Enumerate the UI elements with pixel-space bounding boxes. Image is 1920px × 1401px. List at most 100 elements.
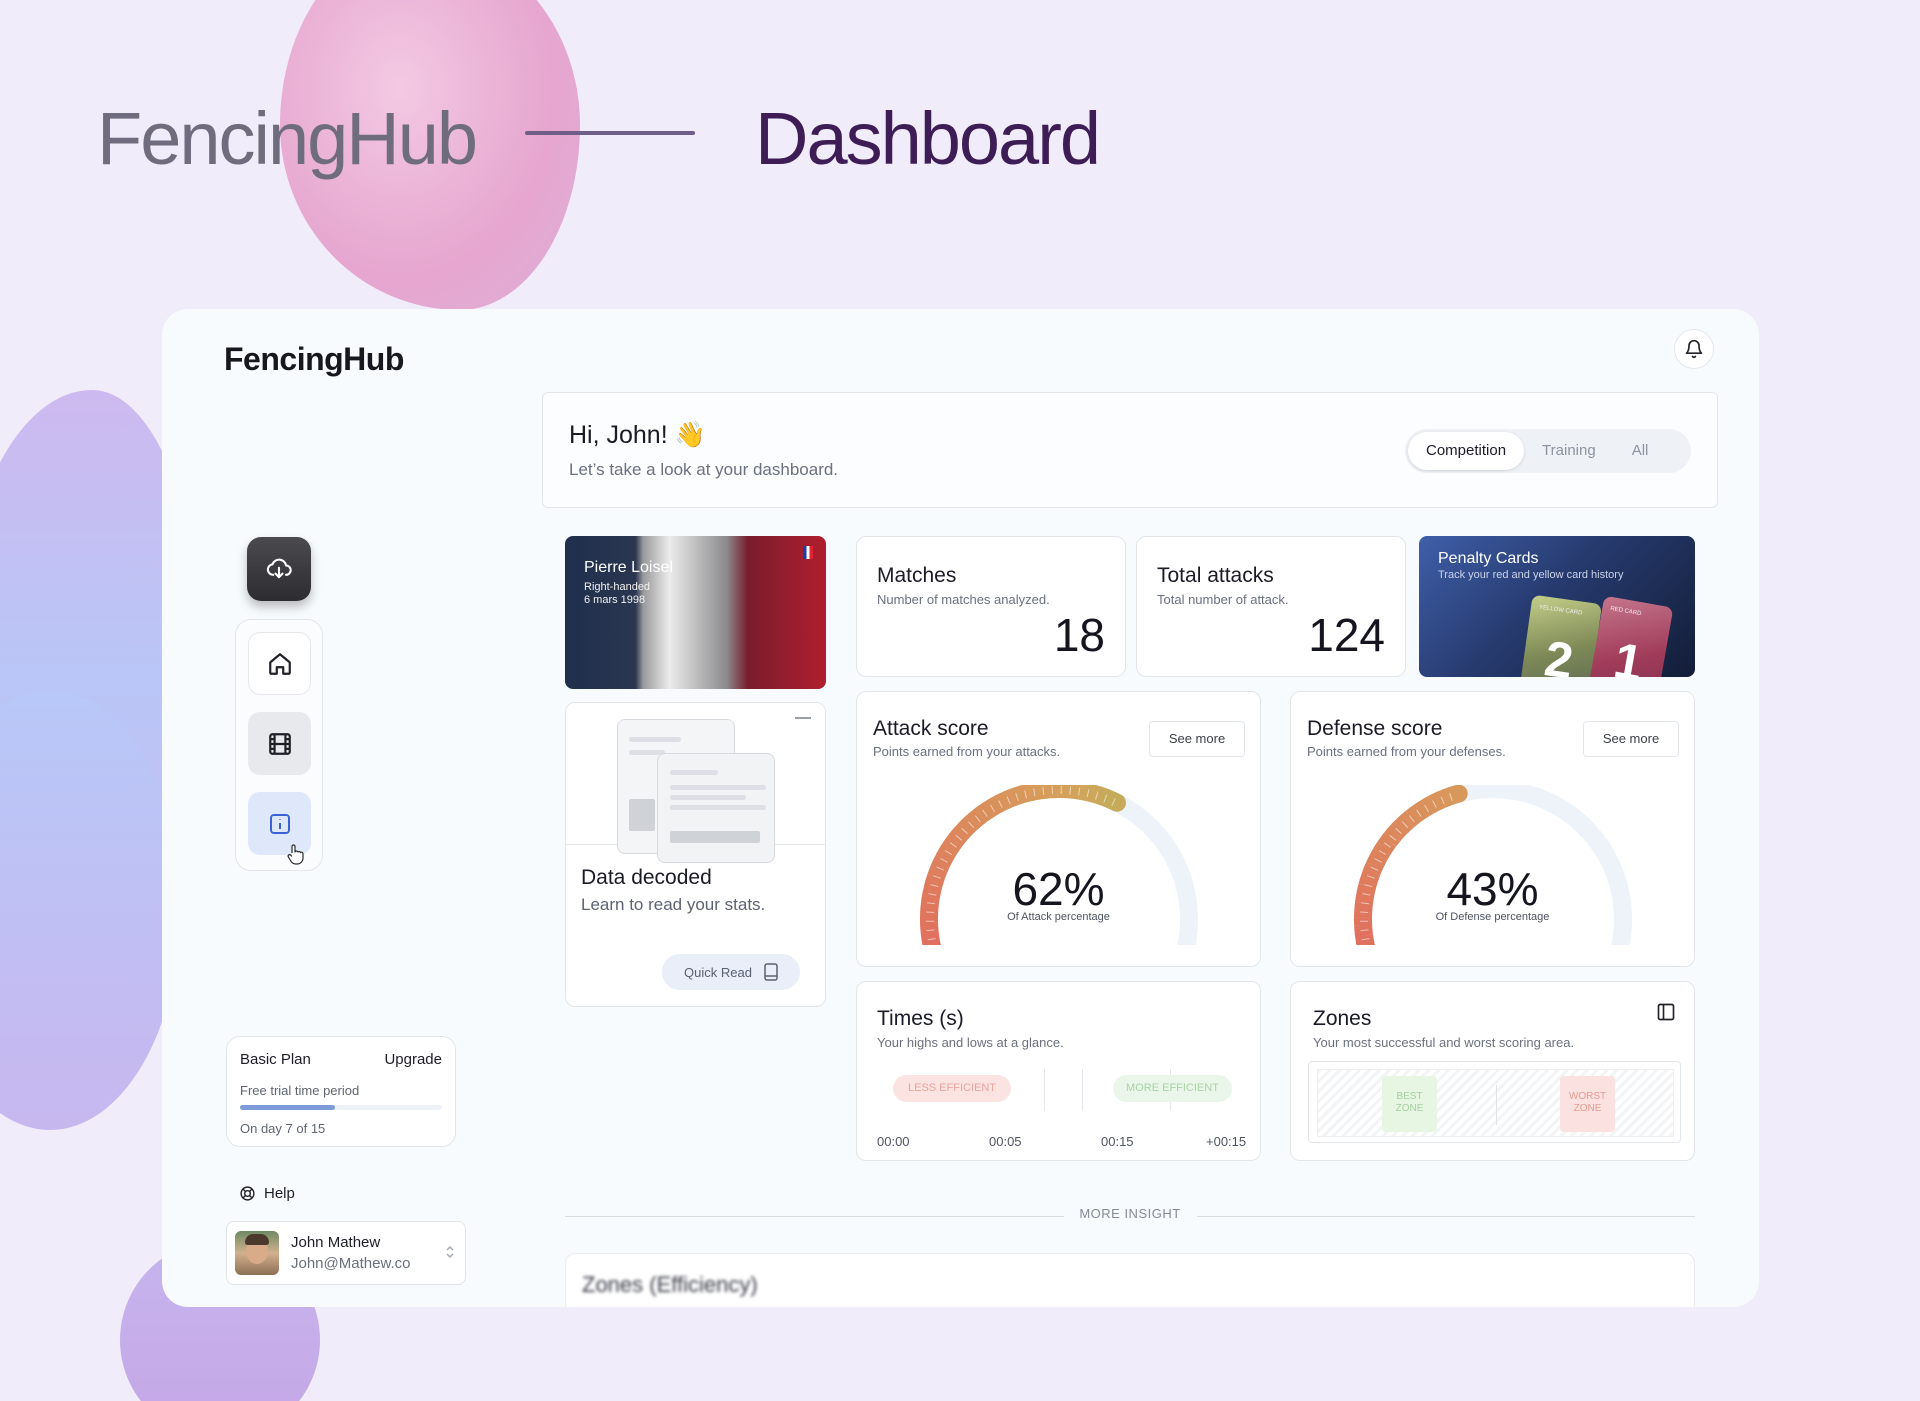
sidebar-item-videos[interactable] xyxy=(248,712,311,775)
gauge-tick xyxy=(1360,911,1369,913)
gauge-tick xyxy=(927,938,936,941)
sidebar-panel-icon[interactable] xyxy=(1656,1002,1676,1022)
gauge-tick xyxy=(1432,800,1437,808)
player-name: Pierre Loisel xyxy=(584,559,673,576)
defense-see-more-button[interactable]: See more xyxy=(1583,721,1679,757)
hero-title: Dashboard xyxy=(755,97,1101,180)
gauge-fill-segment xyxy=(1013,785,1025,805)
penalty-card[interactable]: Penalty Cards Track your red and yellow … xyxy=(1419,536,1695,677)
minimize-icon[interactable] xyxy=(795,717,811,719)
gauge-fill-segment xyxy=(936,849,955,863)
quick-read-button[interactable]: Quick Read xyxy=(662,954,800,990)
attacks-value: 124 xyxy=(1308,609,1385,661)
plan-subtitle: Free trial time period xyxy=(240,1083,360,1098)
gauge-tick xyxy=(955,834,963,841)
hero-divider xyxy=(525,131,695,135)
red-card: RED CARD 1 xyxy=(1588,595,1674,677)
user-menu[interactable]: John Mathew John@Mathew.co xyxy=(226,1221,466,1285)
notification-button[interactable] xyxy=(1674,329,1714,369)
defense-score-label: Of Defense percentage xyxy=(1435,911,1550,923)
gauge-tick xyxy=(1440,796,1445,805)
gauge-tick xyxy=(1103,794,1108,803)
gauge-tick xyxy=(949,842,957,848)
more-insight-divider: MORE INSIGHT xyxy=(565,1206,1695,1226)
gauge-fill-segment xyxy=(1386,826,1403,842)
upload-button[interactable] xyxy=(247,537,311,601)
gauge-tick xyxy=(1095,791,1099,800)
penalty-subtitle: Track your red and yellow card history xyxy=(1438,569,1624,581)
gauge-tick xyxy=(1360,902,1369,905)
app-logo[interactable]: FencingHub xyxy=(224,341,404,377)
gauge-fill-segment xyxy=(951,826,969,843)
gauge-fill-segment xyxy=(1391,821,1408,837)
yellow-card-label: YELLOW CARD xyxy=(1538,604,1583,617)
gauge-tick xyxy=(1370,866,1379,871)
gauge-fill-segment xyxy=(1394,818,1410,834)
gauge-tick xyxy=(1051,786,1053,795)
user-name: John Mathew xyxy=(291,1234,381,1251)
gauge-tick xyxy=(1111,798,1116,806)
gauge-fill-segment xyxy=(920,932,940,940)
trial-progress-fill xyxy=(240,1105,335,1110)
gauge-tick xyxy=(1086,789,1090,798)
gauge-tick xyxy=(961,827,968,835)
gauge-tick xyxy=(1362,893,1371,896)
upgrade-link[interactable]: Upgrade xyxy=(384,1051,442,1068)
documents-illustration xyxy=(566,703,825,863)
tab-training[interactable]: Training xyxy=(1542,442,1596,459)
chevron-up-down-icon xyxy=(446,1245,454,1259)
tab-competition[interactable]: Competition xyxy=(1408,432,1525,470)
gauge-fill-segment xyxy=(1369,851,1388,864)
hero-brand: FencingHub xyxy=(97,97,478,180)
gauge-tick xyxy=(1024,790,1028,799)
more-efficient-badge: MORE EFFICIENT xyxy=(1113,1075,1232,1102)
gauge-tick xyxy=(928,893,937,896)
efficiency-title: Zones (Efficiency) xyxy=(582,1272,758,1297)
sidebar-item-home[interactable] xyxy=(248,632,311,695)
penalty-title: Penalty Cards xyxy=(1438,550,1539,567)
gauge-fill-segment xyxy=(988,796,1003,815)
yellow-card: YELLOW CARD 2 xyxy=(1519,594,1603,677)
gauge-fill-segment xyxy=(941,839,960,855)
decoded-title: Data decoded xyxy=(581,866,712,889)
attacks-subtitle: Total number of attack. xyxy=(1157,592,1289,607)
plan-day: On day 7 of 15 xyxy=(240,1121,326,1136)
sidebar-nav xyxy=(235,619,323,871)
gauge-fill-segment xyxy=(1408,806,1423,823)
tab-all[interactable]: All xyxy=(1631,442,1649,459)
attack-see-more-button[interactable]: See more xyxy=(1149,721,1245,757)
gauge-fill-segment xyxy=(1081,785,1090,802)
defense-score-card: Defense score Points earned from your de… xyxy=(1290,691,1695,967)
sidebar-item-info[interactable] xyxy=(248,792,311,855)
yellow-card-count: 2 xyxy=(1541,630,1577,677)
gauge-tick xyxy=(1069,786,1072,795)
player-card[interactable]: Pierre Loisel Right-handed 6 mars 1998 xyxy=(565,536,826,689)
zones-strip: BEST ZONE WORST ZONE xyxy=(1317,1069,1674,1137)
matches-value: 18 xyxy=(1053,609,1105,661)
gauge-fill-segment xyxy=(1035,785,1044,800)
gauge-fill-segment xyxy=(1094,786,1106,806)
gauge-fill-segment xyxy=(1414,801,1428,820)
gauge-tick xyxy=(1360,929,1369,932)
gauge-fill-segment xyxy=(958,818,976,836)
info-icon xyxy=(269,813,290,834)
red-card-label: RED CARD xyxy=(1609,605,1642,618)
trial-progress xyxy=(240,1105,442,1110)
gauge-fill-segment xyxy=(1356,941,1375,945)
gauge-tick xyxy=(1401,821,1409,828)
zones-card: Zones Your most successful and worst sco… xyxy=(1290,981,1695,1161)
attack-score-value: 62% xyxy=(1012,863,1105,915)
gauge-tick xyxy=(1015,793,1019,801)
times-title: Times (s) xyxy=(877,1007,964,1030)
gauge-fill-segment xyxy=(1354,930,1374,938)
help-link[interactable]: Help xyxy=(239,1185,295,1202)
gauge-tick xyxy=(982,809,988,817)
book-icon xyxy=(764,963,778,981)
attacks-card: Total attacks Total number of attack. 12… xyxy=(1136,536,1406,677)
gauge-tick xyxy=(1364,884,1373,888)
gauge-fill-segment xyxy=(1381,832,1399,847)
gauge-tick xyxy=(926,911,935,913)
attack-score-title: Attack score xyxy=(873,717,989,740)
gauge-tick xyxy=(1361,938,1370,941)
bell-icon xyxy=(1685,339,1703,359)
